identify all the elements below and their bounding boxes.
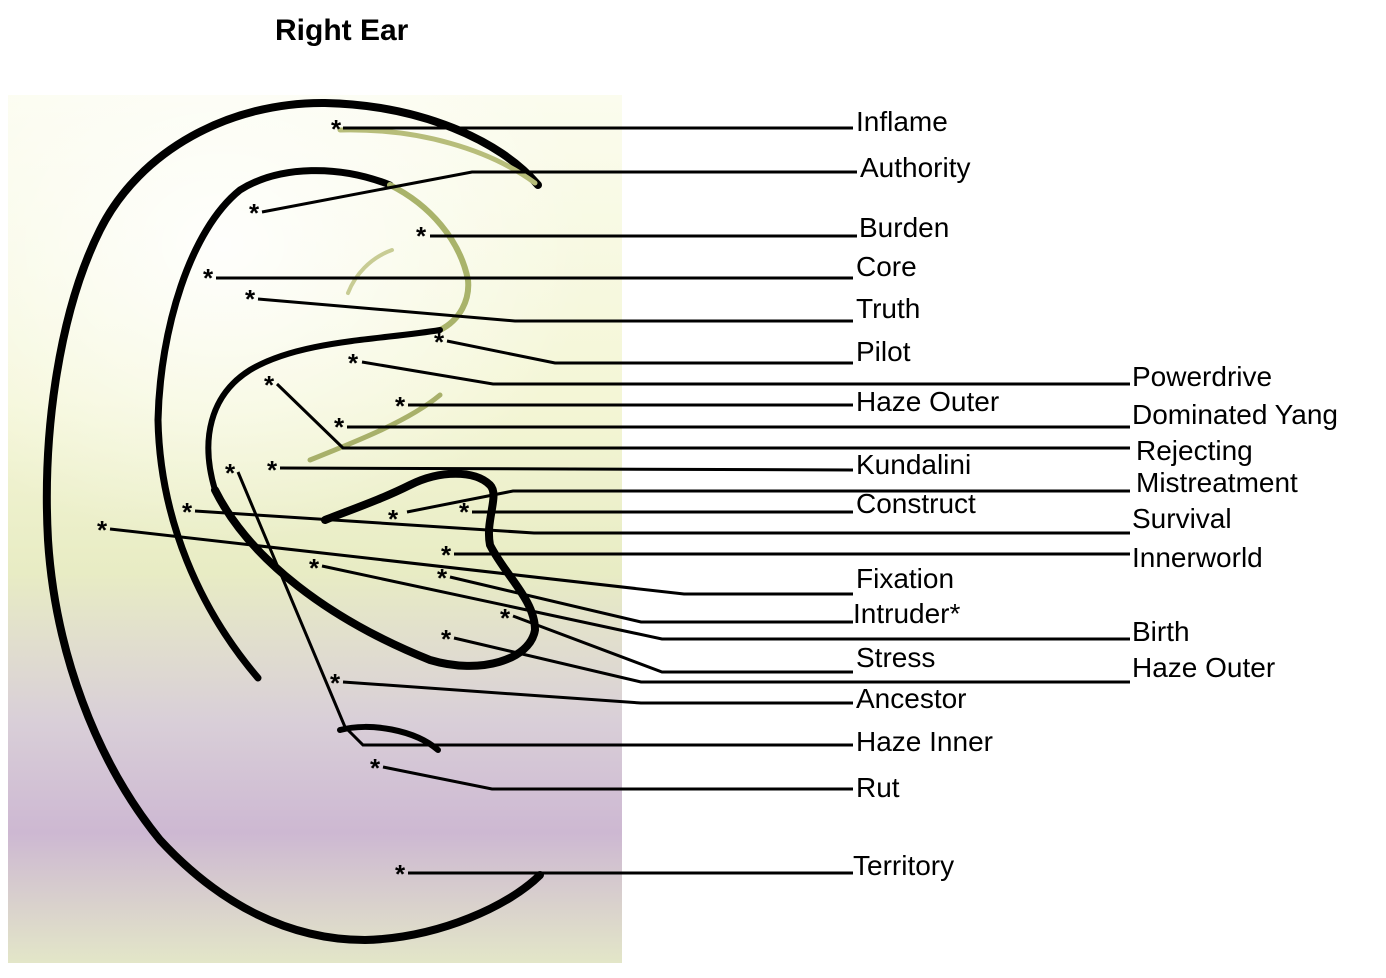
label-rut: Rut [856,772,900,803]
label-rejecting: Rejecting [1136,435,1253,466]
concha-fold [307,392,443,463]
marker-powerdrive: * [348,348,359,378]
label-innerworld: Innerworld [1132,542,1263,573]
leader-stress [512,614,853,674]
antihelix-continuation [205,327,443,493]
leader-powerdrive [361,360,1130,386]
marker-authority: * [249,198,260,228]
marker-haze-outer-upper: * [395,391,406,421]
marker-pilot: * [434,327,445,357]
label-intruder: Intruder* [853,598,960,629]
outer-helix [42,98,544,944]
label-core: Core [856,251,917,282]
leader-authority [261,170,857,214]
label-mistreatment: Mistreatment [1136,467,1298,498]
label-authority: Authority [860,152,971,183]
marker-dominated-yang: * [334,412,345,442]
labels-column-1: Inflame Authority Burden Core Truth Pilo… [853,106,999,881]
label-survival: Survival [1132,503,1232,534]
label-burden: Burden [859,212,949,243]
marker-construct: * [459,497,470,527]
marker-fixation: * [97,515,108,545]
leader-lines [109,126,1130,875]
marker-truth: * [245,284,256,314]
leader-mistreatment [406,489,1130,514]
label-haze-inner: Haze Inner [856,726,993,757]
crus-curve [346,248,394,295]
leader-kundalini [279,466,854,472]
label-dominated-yang: Dominated Yang [1132,399,1338,430]
label-birth: Birth [1132,616,1190,647]
leader-truth [257,297,853,323]
label-construct: Construct [856,488,976,519]
marker-ancestor: * [330,668,341,698]
leader-ancestor [342,680,853,705]
label-ancestor: Ancestor [856,683,967,714]
tragus [211,469,539,670]
marker-survival: * [182,497,193,527]
marker-kundalini: * [267,455,278,485]
label-inflame: Inflame [856,106,948,137]
point-markers: * * * * * * * * * * * * * * * * * * * * … [97,114,511,889]
marker-intruder: * [437,563,448,593]
marker-inflame: * [331,114,342,144]
leader-pilot [446,339,853,365]
marker-haze-inner: * [225,458,236,488]
leader-intruder [449,575,853,624]
label-territory: Territory [853,850,954,881]
leader-haze-inner [236,471,853,747]
marker-stress: * [500,603,511,633]
leader-rejecting [275,382,1130,450]
diagram-title: Right Ear [275,14,409,47]
leader-fixation [109,527,853,596]
leader-birth [321,564,1130,641]
ear-outline [42,98,544,944]
marker-core: * [203,263,214,293]
label-fixation: Fixation [856,563,954,594]
marker-territory: * [395,859,406,889]
leader-survival [194,509,1130,535]
marker-haze-outer-lower: * [441,624,452,654]
marker-innerworld: * [441,540,452,570]
label-kundalini: Kundalini [856,449,971,480]
labels-column-2: Powerdrive Dominated Yang Rejecting Mist… [1132,361,1338,683]
label-powerdrive: Powerdrive [1132,361,1272,392]
antihelix [154,167,394,682]
label-pilot: Pilot [856,336,911,367]
leader-haze-outer-lower [453,636,1130,684]
label-truth: Truth [856,293,920,324]
marker-rejecting: * [264,370,275,400]
marker-burden: * [416,221,427,251]
label-haze-outer-lower: Haze Outer [1132,652,1275,683]
marker-mistreatment: * [388,504,399,534]
marker-birth: * [309,553,320,583]
label-haze-outer-upper: Haze Outer [856,386,999,417]
marker-rut: * [370,753,381,783]
label-stress: Stress [856,642,935,673]
leader-rut [382,765,853,791]
